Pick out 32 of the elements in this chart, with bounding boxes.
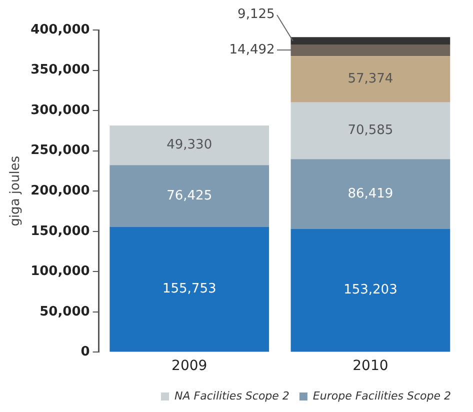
data-label: 155,753 [162,282,216,297]
y-tick-label: 250,000 [30,143,90,158]
y-axis-title: giga joules [8,156,24,226]
y-tick-label: 0 [80,344,90,360]
bar [290,159,450,229]
data-label: 57,374 [348,72,394,87]
data-label: 49,330 [166,138,212,153]
y-tick-label: 150,000 [30,224,90,239]
legend-label: NA Facilities Scope 2 [174,389,290,402]
data-label: 153,203 [344,282,398,298]
y-tick-label: 400,000 [30,22,90,38]
bar [110,226,270,352]
bar [290,102,450,160]
x-tick-label: 2010 [352,358,388,374]
y-tick-label: 300,000 [30,102,90,118]
bar [290,37,450,44]
data-label: 14,492 [229,42,275,58]
data-label: 9,125 [238,7,275,22]
data-label: 86,419 [348,186,394,202]
x-tick-label: 2009 [172,358,208,374]
bar [110,165,270,227]
y-tick-label: 100,000 [30,264,90,280]
y-tick-label: 50,000 [40,304,90,320]
legend-label: Europe Facilities Scope 2 [312,389,452,402]
data-label: 76,425 [166,188,212,204]
bar [290,56,450,102]
data-label: 70,585 [348,123,394,138]
y-tick-label: 200,000 [30,183,90,198]
bar [110,125,270,166]
y-tick-label: 350,000 [30,62,90,78]
bar [290,228,450,352]
bar [290,44,450,56]
